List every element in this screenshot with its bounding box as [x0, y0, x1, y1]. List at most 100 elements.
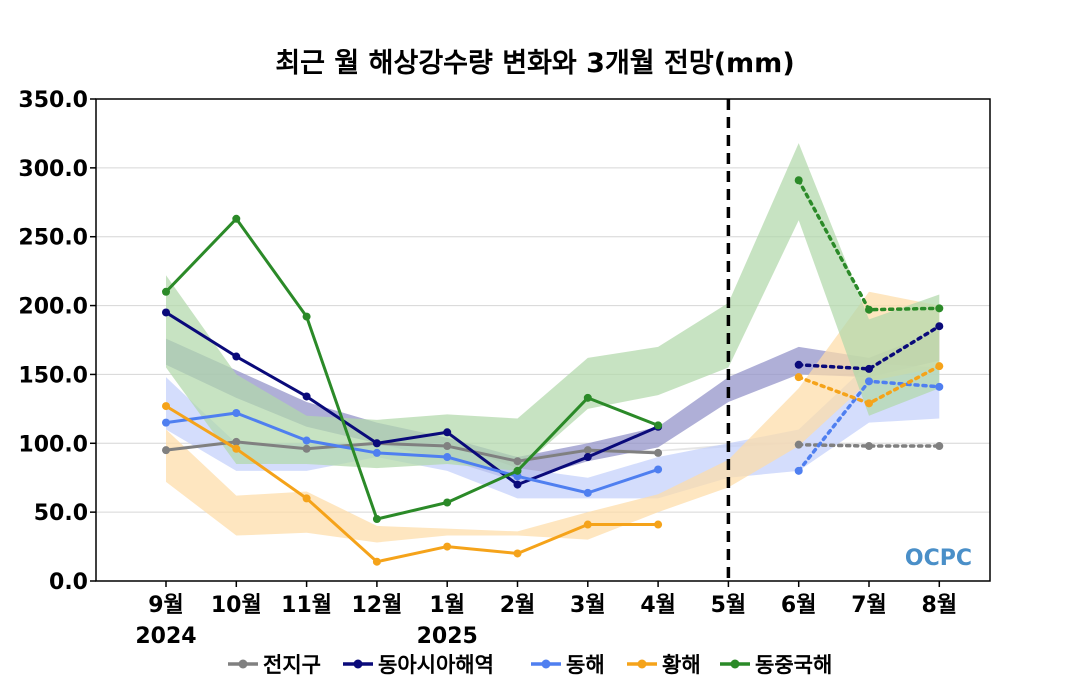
legend: 전지구 동아시아해역 동해 황해 동중국해 — [228, 653, 832, 677]
x-tick-label: 10월 — [211, 593, 262, 618]
point-forecast-동중국해 — [935, 304, 944, 313]
point-observed-동아시아해역 — [162, 308, 170, 317]
x-year-label: 2024 — [135, 624, 196, 649]
point-observed-황해 — [372, 557, 381, 566]
point-observed-황해 — [654, 520, 663, 529]
point-observed-동중국해 — [513, 466, 522, 475]
point-forecast-동아시아해역 — [794, 360, 803, 369]
point-observed-황해 — [583, 520, 592, 529]
x-tick-label: 2월 — [500, 593, 536, 618]
point-observed-동중국해 — [232, 214, 241, 223]
point-observed-동해 — [372, 448, 381, 457]
line-observed-전지구 — [165, 440, 659, 463]
point-observed-동중국해 — [583, 393, 592, 402]
x-tick-label: 6월 — [781, 593, 817, 618]
legend-marker-동해 — [541, 659, 551, 669]
series-lines — [162, 176, 944, 566]
point-observed-동중국해 — [654, 421, 663, 430]
point-observed-황해 — [232, 444, 241, 453]
point-observed-동아시아해역 — [443, 428, 452, 437]
x-tick-label: 5월 — [711, 593, 747, 618]
ocpc-logo: OCPC — [905, 546, 972, 571]
point-observed-전지구 — [302, 444, 311, 453]
legend-label-동해: 동해 — [566, 653, 605, 677]
point-observed-전지구 — [162, 446, 170, 455]
x-tick-label: 3월 — [570, 593, 606, 618]
point-observed-동중국해 — [162, 287, 170, 296]
point-forecast-동중국해 — [865, 305, 873, 314]
point-forecast-동해 — [865, 377, 873, 386]
point-observed-전지구 — [513, 457, 522, 466]
point-observed-동해 — [162, 418, 170, 427]
x-tick-label: 4월 — [640, 593, 676, 618]
point-forecast-동중국해 — [794, 176, 803, 185]
x-year-label: 2025 — [417, 624, 478, 649]
point-forecast-황해 — [935, 362, 944, 371]
y-tick-label: 350.0 — [18, 88, 88, 113]
point-observed-전지구 — [232, 437, 241, 446]
y-tick-label: 300.0 — [18, 157, 88, 182]
point-observed-동중국해 — [443, 498, 452, 507]
point-observed-동아시아해역 — [372, 439, 381, 448]
y-tick-label: 200.0 — [18, 295, 88, 320]
point-forecast-황해 — [865, 399, 873, 408]
point-forecast-동아시아해역 — [935, 322, 944, 331]
legend-label-전지구: 전지구 — [263, 653, 321, 677]
point-observed-동해 — [583, 488, 592, 497]
point-observed-동아시아해역 — [232, 352, 241, 361]
point-forecast-동아시아해역 — [865, 364, 873, 373]
x-tick-label: 1월 — [429, 593, 465, 618]
line-observed-동아시아해역 — [165, 311, 659, 487]
y-tick-label: 100.0 — [18, 432, 88, 457]
point-forecast-전지구 — [935, 442, 944, 451]
point-observed-전지구 — [443, 442, 452, 451]
y-tick-label: 50.0 — [34, 501, 88, 526]
point-forecast-전지구 — [794, 440, 803, 449]
point-observed-전지구 — [654, 448, 663, 457]
point-forecast-동해 — [794, 466, 803, 475]
legend-label-동아시아해역: 동아시아해역 — [378, 653, 494, 677]
point-observed-동해 — [654, 465, 663, 474]
legend-marker-황해 — [637, 659, 647, 669]
x-tick-label: 7월 — [851, 593, 887, 618]
point-observed-동해 — [443, 453, 452, 462]
y-tick-label: 0.0 — [49, 570, 88, 595]
point-observed-동중국해 — [302, 312, 311, 321]
point-observed-동아시아해역 — [583, 453, 592, 462]
point-observed-황해 — [162, 402, 170, 411]
x-tick-label: 12월 — [351, 593, 402, 618]
x-tick-label: 11월 — [281, 593, 332, 618]
legend-marker-동아시아해역 — [353, 659, 363, 669]
point-forecast-황해 — [794, 373, 803, 382]
axes: 0.0 50.0 100.0 150.0 200.0 250.0 300.0 350.0 9월 1… — [18, 88, 991, 649]
point-observed-황해 — [513, 549, 522, 558]
uncertainty-bands — [166, 143, 940, 543]
point-observed-동중국해 — [372, 515, 381, 524]
y-tick-label: 250.0 — [18, 226, 88, 251]
point-observed-동아시아해역 — [302, 392, 311, 401]
legend-marker-동중국해 — [730, 659, 740, 669]
point-observed-황해 — [302, 494, 311, 503]
line-observed-동해 — [165, 411, 659, 495]
chart-title: 최근 월 해상강수량 변화와 3개월 전망(mm) — [275, 48, 794, 79]
point-forecast-동해 — [935, 382, 944, 391]
x-tick-label: 8월 — [922, 593, 958, 618]
x-tick-label: 9월 — [148, 593, 184, 618]
line-observed-황해 — [165, 404, 659, 564]
legend-label-동중국해: 동중국해 — [755, 653, 832, 677]
point-observed-전지구 — [583, 446, 592, 455]
plot-frame — [95, 98, 991, 582]
legend-label-황해: 황해 — [662, 653, 701, 677]
point-observed-동해 — [302, 436, 311, 445]
point-observed-동해 — [513, 472, 522, 481]
point-observed-황해 — [443, 542, 452, 551]
line-observed-동중국해 — [164, 217, 659, 521]
y-tick-label: 150.0 — [18, 363, 88, 388]
point-observed-동해 — [232, 408, 241, 417]
band-동아시아해역 — [166, 330, 940, 482]
legend-marker-전지구 — [238, 659, 248, 669]
point-observed-동아시아해역 — [513, 480, 522, 489]
band-동중국해 — [166, 143, 940, 471]
point-forecast-전지구 — [865, 442, 873, 451]
